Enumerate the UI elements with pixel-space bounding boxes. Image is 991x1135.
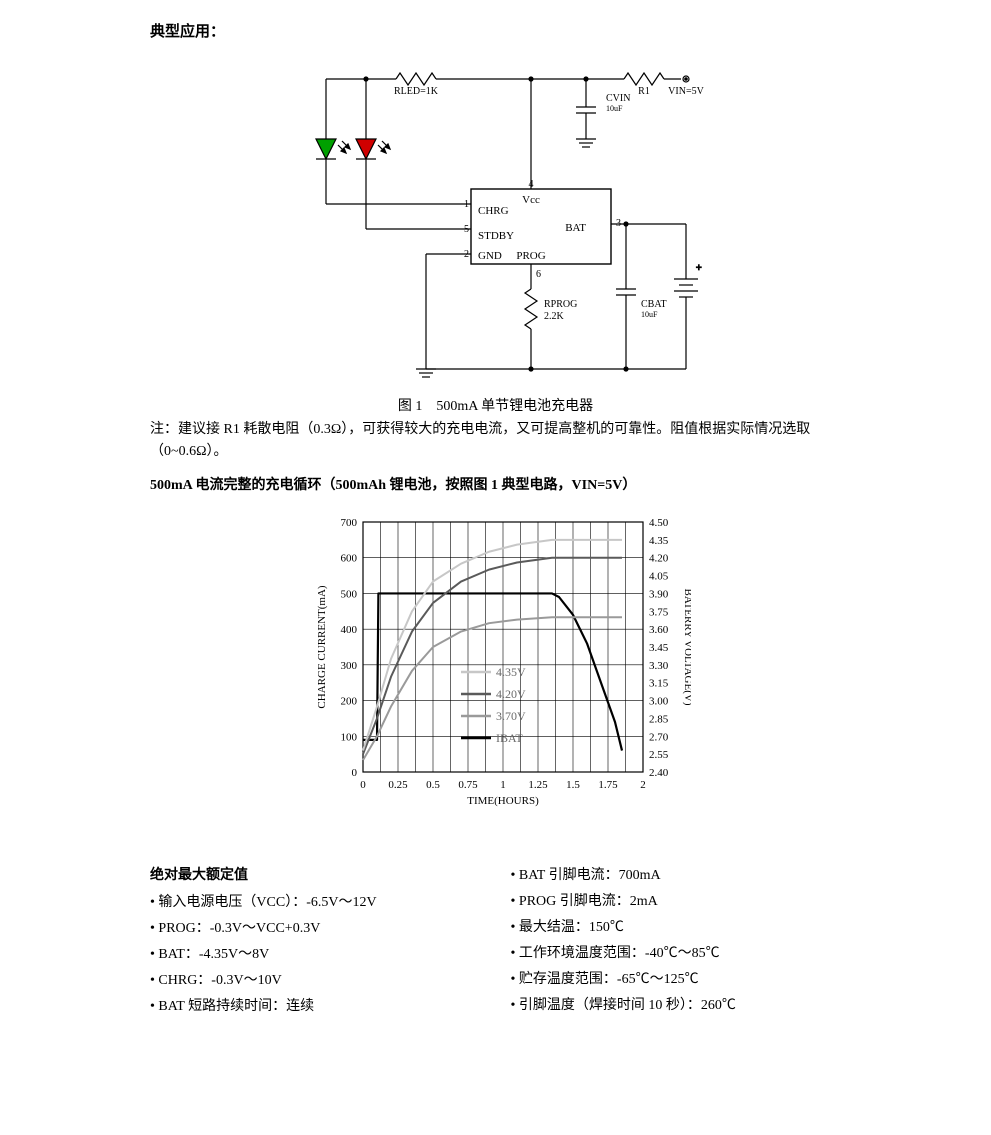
rating-item: 工作环境温度范围：-40℃～85℃ bbox=[511, 943, 842, 964]
pin-chrg-label: CHRG bbox=[478, 205, 509, 217]
svg-text:2.70: 2.70 bbox=[649, 731, 669, 743]
rating-item: CHRG：-0.3V～10V bbox=[150, 970, 481, 991]
svg-text:0: 0 bbox=[351, 767, 357, 779]
pin-prog-label: PROG bbox=[516, 250, 545, 262]
note-text: 注：建议接 R1 耗散电阻（0.3Ω），可获得较大的充电电流，又可提高整机的可靠… bbox=[150, 419, 841, 464]
cvin-val: 10uF bbox=[606, 104, 623, 113]
svg-text:4.50: 4.50 bbox=[649, 517, 669, 529]
svg-text:4.35V: 4.35V bbox=[496, 665, 526, 679]
r-led-label: RLED=1K bbox=[394, 86, 439, 97]
svg-text:0.25: 0.25 bbox=[388, 779, 408, 791]
svg-text:IBAT: IBAT bbox=[496, 731, 523, 745]
rating-item: 贮存温度范围：-65℃～125℃ bbox=[511, 969, 842, 990]
cbat-label: CBAT bbox=[641, 299, 667, 310]
rating-item: 输入电源电压（VCC）：-6.5V～12V bbox=[150, 892, 481, 913]
pin-stdby-label: STDBY bbox=[478, 230, 514, 242]
svg-text:0.75: 0.75 bbox=[458, 779, 478, 791]
svg-text:3.45: 3.45 bbox=[649, 642, 669, 654]
svg-text:600: 600 bbox=[340, 552, 357, 564]
ratings-section: 绝对最大额定值 输入电源电压（VCC）：-6.5V～12V PROG：-0.3V… bbox=[150, 860, 841, 1022]
svg-text:2: 2 bbox=[640, 779, 646, 791]
rating-item: PROG 引脚电流：2mA bbox=[511, 891, 842, 912]
pin-bat-label: BAT bbox=[565, 222, 586, 234]
r1-label: R1 bbox=[638, 86, 650, 97]
chart-title: 500mA 电流完整的充电循环（500mAh 锂电池，按照图 1 典型电路，VI… bbox=[150, 474, 841, 494]
svg-text:300: 300 bbox=[340, 660, 357, 672]
cbat-val: 10uF bbox=[641, 310, 658, 319]
svg-text:4.35: 4.35 bbox=[649, 535, 669, 547]
svg-text:1.5: 1.5 bbox=[566, 779, 580, 791]
svg-text:4.20: 4.20 bbox=[649, 552, 669, 564]
rprog-label: RPROG bbox=[544, 299, 577, 310]
svg-text:400: 400 bbox=[340, 624, 357, 636]
rating-item: 最大结温：150℃ bbox=[511, 917, 842, 938]
rating-item: BAT 短路持续时间：连续 bbox=[150, 996, 481, 1017]
svg-text:100: 100 bbox=[340, 731, 357, 743]
svg-text:+: + bbox=[696, 263, 702, 274]
svg-text:CHARGE CURRENT(mA): CHARGE CURRENT(mA) bbox=[316, 585, 328, 708]
svg-text:6: 6 bbox=[536, 269, 541, 280]
svg-text:3.75: 3.75 bbox=[649, 606, 669, 618]
svg-text:0: 0 bbox=[360, 779, 366, 791]
section-title: 典型应用： bbox=[150, 20, 841, 41]
svg-text:2.85: 2.85 bbox=[649, 713, 669, 725]
charge-cycle-chart: 0 100 200 300 400 500 600 700 2.40 2.55 2.70 2.85 3.… bbox=[301, 502, 691, 842]
svg-text:3.70V: 3.70V bbox=[496, 709, 526, 723]
pin-gnd-label: GND bbox=[478, 250, 502, 262]
svg-text:3.00: 3.00 bbox=[649, 695, 669, 707]
svg-text:1: 1 bbox=[464, 199, 469, 210]
svg-text:4: 4 bbox=[528, 179, 533, 190]
svg-text:1.25: 1.25 bbox=[528, 779, 548, 791]
rating-item: 引脚温度（焊接时间 10 秒）：260℃ bbox=[511, 995, 842, 1016]
svg-text:3.60: 3.60 bbox=[649, 624, 669, 636]
svg-text:3.90: 3.90 bbox=[649, 588, 669, 600]
svg-text:TIME(HOURS): TIME(HOURS) bbox=[467, 795, 539, 807]
circuit-diagram: 4 Vcc 1 CHRG 5 STDBY 2 GND PROG 6 BAT 3 … bbox=[286, 49, 706, 389]
ratings-right-col: BAT 引脚电流：700mA PROG 引脚电流：2mA 最大结温：150℃ 工… bbox=[511, 860, 842, 1022]
svg-text:1: 1 bbox=[500, 779, 506, 791]
svg-text:0.5: 0.5 bbox=[426, 779, 440, 791]
ratings-title: 绝对最大额定值 bbox=[150, 865, 481, 886]
svg-text:4.20V: 4.20V bbox=[496, 687, 526, 701]
figure-caption: 图 1 500mA 单节锂电池充电器 bbox=[150, 395, 841, 415]
svg-text:5: 5 bbox=[464, 224, 469, 235]
ratings-left-col: 绝对最大额定值 输入电源电压（VCC）：-6.5V～12V PROG：-0.3V… bbox=[150, 860, 481, 1022]
pin-vcc-label: Vcc bbox=[522, 194, 540, 206]
svg-text:BATERRY VOLTAGE(V): BATERRY VOLTAGE(V) bbox=[682, 588, 691, 705]
svg-text:700: 700 bbox=[340, 517, 357, 529]
rating-item: BAT：-4.35V～8V bbox=[150, 944, 481, 965]
vin-label: VIN=5V bbox=[668, 86, 704, 97]
rating-item: PROG：-0.3V～VCC+0.3V bbox=[150, 918, 481, 939]
svg-text:500: 500 bbox=[340, 588, 357, 600]
svg-text:3.15: 3.15 bbox=[649, 677, 669, 689]
svg-text:200: 200 bbox=[340, 695, 357, 707]
svg-text:1.75: 1.75 bbox=[598, 779, 618, 791]
svg-text:2.55: 2.55 bbox=[649, 749, 669, 761]
cvin-label: CVIN bbox=[606, 93, 630, 104]
svg-text:3.30: 3.30 bbox=[649, 660, 669, 672]
svg-text:4.05: 4.05 bbox=[649, 570, 669, 582]
rating-item: BAT 引脚电流：700mA bbox=[511, 865, 842, 886]
svg-text:2.40: 2.40 bbox=[649, 767, 669, 779]
rprog-val: 2.2K bbox=[544, 311, 565, 322]
